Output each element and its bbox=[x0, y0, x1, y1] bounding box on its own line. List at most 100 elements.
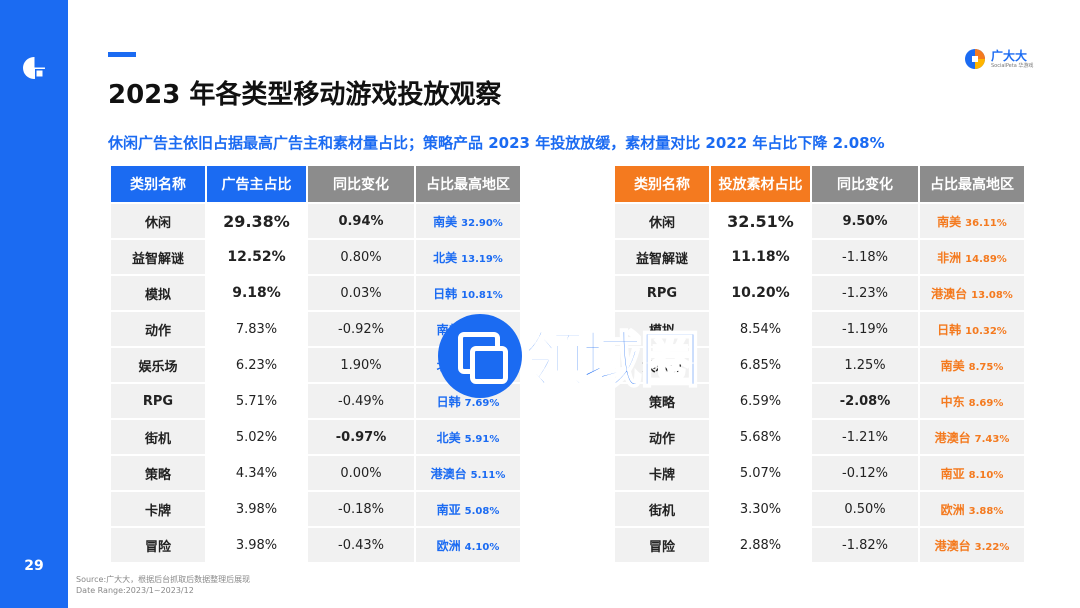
category-name: 休闲 bbox=[111, 204, 205, 238]
table-row: 冒险 3.98% -0.43% 欧洲 4.10% bbox=[111, 528, 520, 562]
region-percent: 36.11% bbox=[965, 217, 1007, 229]
column-header: 类别名称 bbox=[615, 166, 709, 202]
column-header: 广告主占比 bbox=[207, 166, 306, 202]
region-percent: 10.81% bbox=[461, 289, 503, 301]
region-percent: 5.11% bbox=[470, 469, 506, 481]
table-row: 益智解谜 12.52% 0.80% 北美 13.19% bbox=[111, 240, 520, 274]
share-value: 2.88% bbox=[711, 528, 810, 562]
category-name: 休闲 bbox=[615, 204, 709, 238]
region-name: 南美 bbox=[940, 358, 965, 373]
logo-icon bbox=[23, 57, 46, 80]
region-name: 港澳台 bbox=[931, 286, 968, 301]
share-value: 6.23% bbox=[207, 348, 306, 382]
region-percent: 5.91% bbox=[464, 433, 500, 445]
region-name: 北美 bbox=[433, 250, 458, 265]
region-percent: 7.43% bbox=[974, 433, 1010, 445]
watermark-text: 领域圈 bbox=[523, 325, 701, 397]
table-row: RPG 10.20% -1.23% 港澳台 13.08% bbox=[615, 276, 1024, 310]
yoy-change: -2.08% bbox=[812, 384, 918, 418]
region-name: 港澳台 bbox=[430, 466, 467, 481]
region-percent: 3.88% bbox=[968, 505, 1004, 517]
region-percent: 7.69% bbox=[464, 397, 500, 409]
top-region: 港澳台 7.43% bbox=[920, 420, 1024, 454]
share-value: 6.59% bbox=[711, 384, 810, 418]
date-range-line: Date Range:2023/1~2023/12 bbox=[76, 586, 194, 595]
brand-mark-icon bbox=[965, 49, 985, 69]
yoy-change: -1.19% bbox=[812, 312, 918, 346]
table-row: 街机 5.02% -0.97% 北美 5.91% bbox=[111, 420, 520, 454]
share-value: 9.18% bbox=[207, 276, 306, 310]
top-region: 港澳台 3.22% bbox=[920, 528, 1024, 562]
region-percent: 5.08% bbox=[464, 505, 500, 517]
region-name: 南美 bbox=[433, 214, 458, 229]
top-region: 南亚 5.08% bbox=[416, 492, 520, 526]
yoy-change: 9.50% bbox=[812, 204, 918, 238]
table-row: 策略 4.34% 0.00% 港澳台 5.11% bbox=[111, 456, 520, 490]
advertiser-share-table: 类别名称 广告主占比 同比变化 占比最高地区 休闲 29.38% 0.94% 南美 32.90… bbox=[109, 164, 522, 564]
region-percent: 10.32% bbox=[965, 325, 1007, 337]
region-percent: 8.75% bbox=[968, 361, 1004, 373]
region-percent: 3.22% bbox=[974, 541, 1010, 553]
category-name: 卡牌 bbox=[615, 456, 709, 490]
yoy-change: -0.92% bbox=[308, 312, 414, 346]
category-name: 冒险 bbox=[615, 528, 709, 562]
share-value: 3.98% bbox=[207, 528, 306, 562]
column-header: 同比变化 bbox=[308, 166, 414, 202]
region-percent: 13.08% bbox=[971, 289, 1013, 301]
top-region: 港澳台 13.08% bbox=[920, 276, 1024, 310]
page-number: 29 bbox=[24, 558, 44, 574]
top-region: 北美 5.91% bbox=[416, 420, 520, 454]
sidebar: 29 bbox=[0, 0, 68, 608]
share-value: 5.07% bbox=[711, 456, 810, 490]
region-name: 非洲 bbox=[937, 250, 962, 265]
watermark-logo-icon bbox=[438, 313, 522, 398]
category-name: 模拟 bbox=[615, 312, 709, 346]
region-name: 北美 bbox=[436, 430, 461, 445]
top-region: 非洲 14.89% bbox=[920, 240, 1024, 274]
yoy-change: 0.03% bbox=[308, 276, 414, 310]
top-region: 南美 36.11% bbox=[920, 204, 1024, 238]
column-header: 同比变化 bbox=[812, 166, 918, 202]
top-region: 日韩 10.32% bbox=[920, 312, 1024, 346]
share-value: 7.83% bbox=[207, 312, 306, 346]
column-header: 投放素材占比 bbox=[711, 166, 810, 202]
category-name: 卡牌 bbox=[111, 492, 205, 526]
region-name: 港澳台 bbox=[934, 538, 971, 553]
share-value: 6.85% bbox=[711, 348, 810, 382]
brand-name: 广大大 bbox=[991, 48, 1028, 63]
category-name: RPG bbox=[111, 384, 205, 418]
category-name: 模拟 bbox=[111, 276, 205, 310]
region-percent: 4.10% bbox=[464, 541, 500, 553]
share-value: 32.51% bbox=[711, 204, 810, 238]
brand-logo: 广大大 SocialPeta 华游戏 bbox=[964, 48, 1033, 70]
share-value: 3.30% bbox=[711, 492, 810, 526]
category-name: 益智解谜 bbox=[111, 240, 205, 274]
share-value: 10.20% bbox=[711, 276, 810, 310]
table-row: 模拟 8.54% -1.19% 日韩 10.32% bbox=[615, 312, 1024, 346]
region-percent: 14.89% bbox=[965, 253, 1007, 265]
yoy-change: 0.00% bbox=[308, 456, 414, 490]
table-row: 休闲 32.51% 9.50% 南美 36.11% bbox=[615, 204, 1024, 238]
share-value: 8.54% bbox=[711, 312, 810, 346]
region-name: 南亚 bbox=[436, 502, 461, 517]
region-percent: 13.19% bbox=[461, 253, 503, 265]
yoy-change: 1.25% bbox=[812, 348, 918, 382]
yoy-change: -0.18% bbox=[308, 492, 414, 526]
yoy-change: -0.43% bbox=[308, 528, 414, 562]
category-name: 动作 bbox=[615, 420, 709, 454]
title-accent-bar bbox=[108, 52, 136, 57]
category-name: 策略 bbox=[615, 384, 709, 418]
top-region: 中东 8.69% bbox=[920, 384, 1024, 418]
share-value: 4.34% bbox=[207, 456, 306, 490]
top-region: 欧洲 4.10% bbox=[416, 528, 520, 562]
region-name: 南美 bbox=[937, 214, 962, 229]
region-name: 日韩 bbox=[433, 286, 458, 301]
category-name: 动作 bbox=[111, 312, 205, 346]
top-region: 南亚 8.10% bbox=[920, 456, 1024, 490]
watermark: 领域圈 bbox=[438, 312, 701, 399]
yoy-change: -1.18% bbox=[812, 240, 918, 274]
column-header: 占比最高地区 bbox=[920, 166, 1024, 202]
table-row: 卡牌 5.07% -0.12% 南亚 8.10% bbox=[615, 456, 1024, 490]
category-name: 街机 bbox=[615, 492, 709, 526]
table-row: 街机 3.30% 0.50% 欧洲 3.88% bbox=[615, 492, 1024, 526]
